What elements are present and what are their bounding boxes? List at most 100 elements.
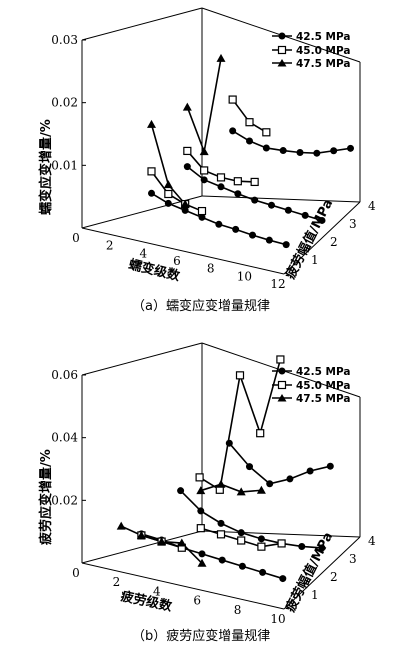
data-point (266, 480, 274, 488)
series-line-1-2 (232, 99, 267, 133)
data-point (197, 206, 207, 216)
data-point (199, 147, 209, 156)
x-tick-label: 2 (106, 239, 114, 253)
data-point (196, 486, 206, 495)
caption-a: （a）蠕变应变增量规律 (132, 298, 270, 314)
data-point (282, 241, 290, 249)
data-point (236, 487, 246, 496)
y-tick-label: 0.01 (51, 158, 78, 172)
data-point (313, 149, 321, 157)
data-point (197, 558, 207, 567)
z-axis-label-b: 疲劳幅值/MPa (282, 529, 336, 614)
axes-box-a (81, 7, 361, 275)
x-tick-label: 8 (207, 262, 215, 276)
legend-label-42-5: 42.5 MPa (296, 366, 351, 378)
data-point (330, 147, 338, 155)
data-point (234, 190, 242, 198)
data-point (228, 95, 237, 104)
data-point (195, 473, 204, 482)
caption-b: （b）疲劳应变增量规律 (132, 628, 270, 644)
data-point (198, 213, 206, 221)
data-point (284, 206, 292, 214)
data-point (246, 463, 253, 471)
y-tick-label: 0.02 (51, 493, 78, 507)
data-point (215, 220, 223, 228)
data-point (235, 371, 245, 380)
series-line-0-1 (186, 165, 323, 222)
data-point (177, 487, 185, 495)
series-line-2-1 (186, 58, 222, 155)
data-point (229, 127, 237, 135)
data-point (262, 144, 270, 152)
legend-marker-square (277, 45, 287, 55)
z-tick-label: 3 (349, 217, 357, 231)
y-axis-label-b: 疲劳应变增量/% (38, 449, 54, 545)
data-point (262, 128, 271, 137)
x-tick-label: 10 (237, 269, 252, 283)
data-point (250, 177, 259, 187)
x-tick-label: 12 (270, 277, 285, 291)
data-point (225, 439, 233, 447)
y-tick-label: 0.03 (51, 33, 78, 47)
data-point (257, 542, 266, 551)
data-point (216, 530, 226, 539)
legend-marker-square (277, 380, 287, 390)
series-markers-a (147, 53, 354, 249)
data-point (265, 236, 273, 244)
x-tick-label: 2 (113, 575, 121, 589)
data-point (237, 536, 246, 545)
data-point (183, 163, 191, 171)
data-point (216, 479, 226, 488)
data-point (347, 144, 354, 152)
legend-b: 42.5 MPa 45.0 MPa 47.5 MPa (272, 366, 351, 405)
y-axis-label-a: 蠕变应变增量/% (38, 119, 54, 215)
data-point (136, 530, 146, 539)
data-point (245, 118, 254, 127)
data-point (198, 550, 206, 558)
z-tick-label: 3 (349, 552, 357, 566)
data-point (326, 462, 334, 470)
series-line-0-0 (151, 192, 287, 246)
x-tick-label: 4 (140, 246, 148, 260)
data-point (259, 568, 267, 576)
data-point (217, 183, 225, 191)
data-point (181, 206, 189, 214)
legend-a: 42.5 MPa 45.0 MPa 47.5 MPa (272, 31, 351, 70)
data-point (306, 467, 314, 475)
data-point (196, 524, 205, 533)
data-point (147, 167, 156, 176)
z-tick-label: 4 (368, 534, 376, 548)
legend-label-45-0: 45.0 MPa (296, 380, 351, 392)
x-tick-label: 6 (173, 254, 181, 268)
x-tick-label: 0 (72, 566, 80, 580)
data-point (318, 544, 326, 552)
legend-label-42-5: 42.5 MPa (296, 31, 351, 43)
z-tick-label: 2 (330, 235, 338, 249)
data-point (238, 562, 246, 570)
data-point (246, 137, 253, 145)
z-tick-label: 2 (330, 570, 338, 584)
legend-marker-triangle (277, 394, 287, 402)
x-tick-label: 10 (270, 612, 285, 626)
data-point (276, 355, 285, 364)
series-line-1-0 (150, 170, 203, 212)
series-line-2-1 (200, 483, 262, 493)
data-point (233, 177, 242, 186)
data-point (237, 529, 245, 537)
data-point (298, 542, 306, 550)
data-point (164, 199, 172, 207)
data-point (256, 485, 266, 494)
data-point (148, 189, 155, 197)
data-point (301, 211, 309, 219)
data-point (216, 173, 226, 182)
x-tick-label: 8 (234, 603, 242, 617)
data-point (157, 537, 167, 546)
data-point (249, 231, 256, 239)
series-markers-b (116, 355, 334, 583)
legend-marker-circle (278, 32, 286, 40)
data-point (180, 199, 190, 208)
x-tick-label: 4 (153, 584, 161, 598)
